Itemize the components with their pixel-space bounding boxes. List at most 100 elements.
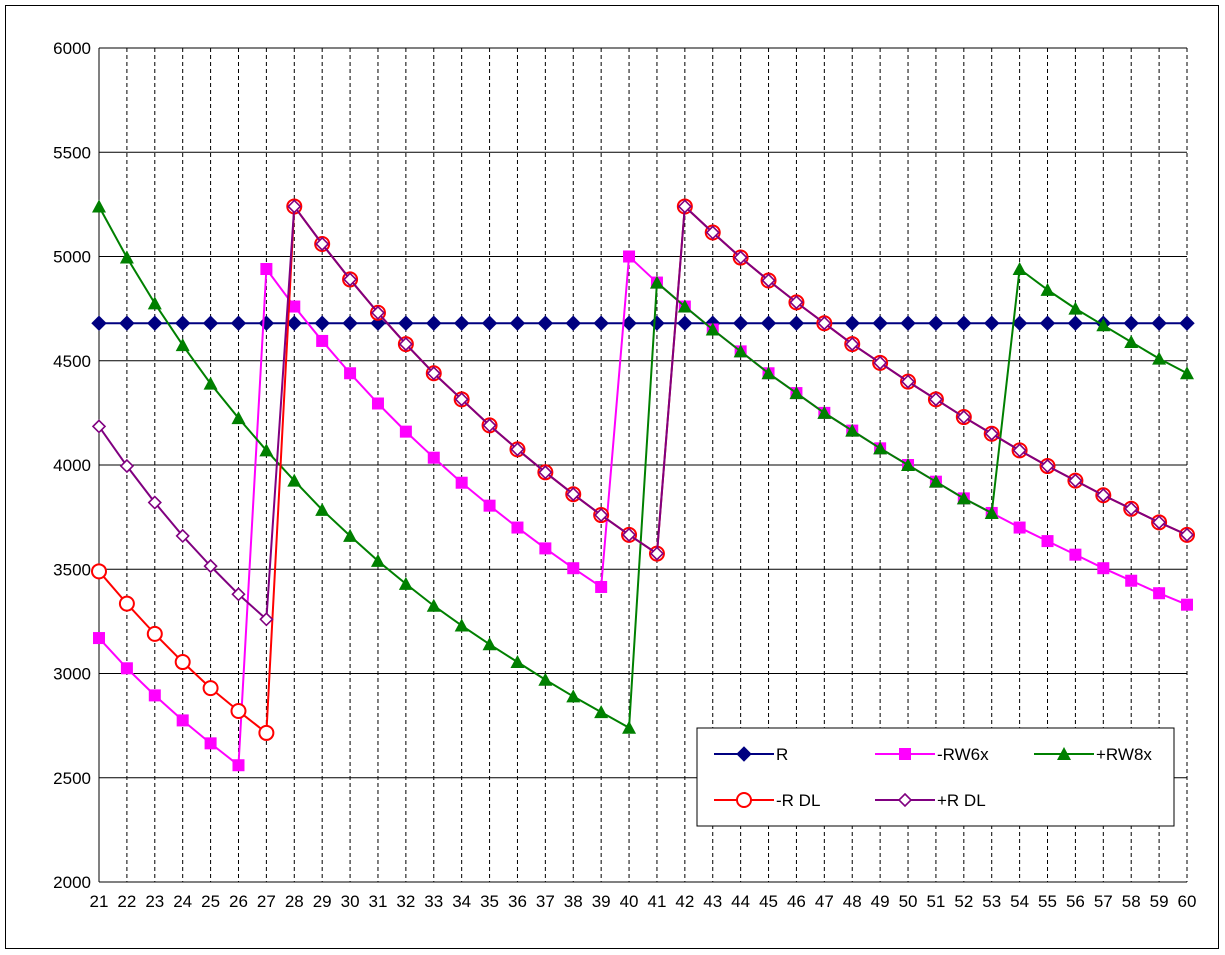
x-tick-label: 33 (424, 892, 443, 911)
data-point (342, 315, 358, 331)
data-point (539, 542, 552, 555)
data-point (288, 300, 301, 313)
data-point (705, 322, 720, 336)
x-tick-label: 28 (285, 892, 304, 911)
data-point (454, 618, 469, 632)
data-point (677, 315, 693, 331)
series-line (98, 205, 1188, 729)
series-line (98, 255, 1188, 767)
data-point (314, 315, 330, 331)
data-point (1179, 315, 1195, 331)
data-point (760, 315, 777, 331)
data-point (1123, 315, 1139, 331)
data-point (1125, 574, 1138, 587)
data-point (455, 476, 468, 489)
data-point (1096, 488, 1111, 503)
data-point (511, 521, 524, 534)
data-point (147, 495, 162, 510)
x-tick-label: 43 (703, 892, 722, 911)
x-tick-label: 21 (90, 892, 109, 911)
data-point (147, 296, 162, 310)
data-point (203, 558, 218, 574)
x-tick-label: 44 (731, 892, 750, 911)
x-tick-label: 57 (1094, 892, 1113, 911)
data-point (1068, 301, 1083, 315)
data-point (399, 425, 412, 438)
x-tick-label: 26 (229, 892, 248, 911)
data-point (537, 315, 554, 331)
x-tick-label: 58 (1122, 892, 1141, 911)
data-point (398, 315, 414, 331)
data-point (677, 299, 692, 313)
data-point (538, 672, 553, 686)
data-point (736, 792, 752, 808)
data-point (120, 662, 133, 675)
data-point (736, 746, 752, 762)
data-point (230, 315, 247, 331)
x-tick-label: 56 (1066, 892, 1085, 911)
data-point (956, 409, 971, 425)
data-point (1068, 473, 1083, 488)
data-point (789, 295, 804, 310)
data-point (567, 562, 580, 575)
data-point (1012, 262, 1027, 276)
data-point (733, 344, 748, 358)
data-point (845, 336, 860, 352)
x-tick-label: 50 (899, 892, 918, 911)
data-point (593, 315, 609, 331)
data-point (260, 263, 273, 276)
data-point (1151, 315, 1167, 331)
data-point (595, 580, 608, 593)
data-point (566, 487, 581, 502)
legend-label: -RW6x (937, 745, 989, 764)
data-point (705, 225, 720, 240)
data-point (817, 316, 832, 331)
data-point (1181, 598, 1193, 611)
legend-label: +R DL (937, 791, 986, 810)
x-tick-label: 41 (647, 892, 666, 911)
data-point (845, 423, 860, 437)
data-point (594, 705, 609, 719)
x-tick-label: 59 (1150, 892, 1169, 911)
data-point (202, 680, 219, 697)
data-point (984, 426, 999, 441)
x-tick-label: 37 (536, 892, 555, 911)
data-point (594, 507, 609, 523)
data-point (315, 236, 330, 252)
data-point (510, 655, 525, 669)
data-point (343, 528, 358, 542)
x-tick-label: 36 (508, 892, 527, 911)
x-tick-label: 22 (117, 892, 136, 911)
data-point (91, 563, 107, 580)
y-tick-label: 6000 (53, 39, 91, 58)
data-point (286, 315, 302, 331)
y-tick-label: 2500 (53, 769, 91, 788)
data-point (342, 272, 358, 287)
x-tick-label: 54 (1010, 892, 1029, 911)
data-point (984, 315, 1000, 331)
data-point (621, 527, 637, 542)
data-point (1097, 562, 1110, 575)
data-point (1153, 587, 1166, 600)
data-point (901, 458, 916, 471)
x-tick-label: 32 (396, 892, 415, 911)
data-point (258, 724, 275, 741)
x-tick-label: 42 (675, 892, 694, 911)
y-tick-label: 4000 (53, 456, 91, 475)
data-point (1039, 315, 1056, 331)
data-point (1012, 443, 1027, 458)
y-tick-label: 5000 (53, 248, 91, 267)
x-tick-label: 29 (313, 892, 332, 911)
data-point (483, 499, 496, 512)
x-tick-label: 49 (871, 892, 890, 911)
data-point (370, 305, 386, 320)
legend-label: -R DL (776, 791, 820, 810)
data-point (232, 759, 245, 772)
data-point (118, 595, 135, 612)
data-point (344, 367, 357, 380)
data-point (230, 703, 247, 720)
data-point (899, 748, 911, 760)
data-point (287, 473, 302, 487)
legend-label: R (776, 745, 788, 764)
x-tick-label: 25 (201, 892, 220, 911)
